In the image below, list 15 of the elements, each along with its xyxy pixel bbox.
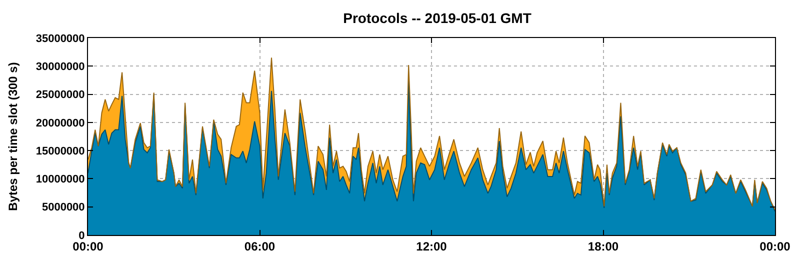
- y-tick-label: 15000000: [36, 145, 85, 158]
- x-tick-label: 18:00: [588, 239, 619, 254]
- y-axis-title: Bytes per time slot (300 s): [6, 62, 20, 211]
- y-tick-label: 5000000: [42, 202, 85, 214]
- chart-title: Protocols -- 2019-05-01 GMT: [343, 10, 532, 26]
- y-tick-label: 10000000: [36, 174, 85, 186]
- y-tick-label: 35000000: [36, 32, 85, 45]
- x-tick-label: 06:00: [244, 239, 276, 254]
- y-tick-label: 30000000: [36, 60, 85, 73]
- x-tick-label: 00:00: [72, 239, 104, 254]
- y-tick-label: 20000000: [36, 117, 85, 130]
- x-tick-label: 00:00: [760, 239, 791, 254]
- x-tick-label: 12:00: [416, 239, 448, 254]
- y-tick-label: 0: [78, 230, 85, 242]
- y-tick-label: 25000000: [36, 89, 85, 102]
